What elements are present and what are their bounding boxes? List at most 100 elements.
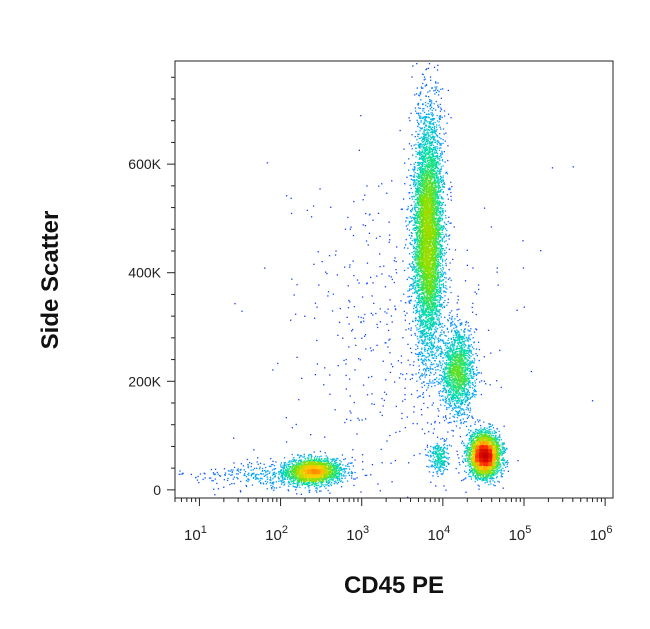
scatter-point bbox=[474, 382, 477, 384]
scatter-point bbox=[440, 460, 443, 463]
scatter-point bbox=[292, 483, 294, 485]
scatter-point bbox=[324, 367, 326, 369]
scatter-point bbox=[499, 449, 501, 452]
scatter-point bbox=[418, 328, 420, 330]
scatter-point bbox=[506, 448, 508, 450]
scatter-point bbox=[461, 347, 463, 349]
scatter-point bbox=[438, 445, 440, 447]
scatter-point bbox=[415, 221, 417, 224]
scatter-point bbox=[437, 467, 439, 469]
scatter-point bbox=[351, 456, 353, 459]
scatter-point bbox=[422, 103, 424, 105]
scatter-point bbox=[432, 475, 434, 477]
scatter-point bbox=[418, 204, 421, 207]
scatter-point bbox=[453, 389, 455, 391]
scatter-point bbox=[416, 297, 418, 299]
scatter-point bbox=[419, 116, 421, 118]
scatter-point bbox=[432, 141, 434, 143]
scatter-point bbox=[320, 455, 322, 457]
scatter-point bbox=[429, 314, 432, 316]
scatter-point bbox=[432, 118, 434, 120]
scatter-point bbox=[390, 315, 393, 317]
scatter-point bbox=[437, 197, 439, 199]
scatter-point bbox=[467, 377, 469, 380]
scatter-point bbox=[441, 333, 443, 335]
scatter-point bbox=[409, 184, 411, 186]
scatter-point bbox=[283, 466, 285, 468]
scatter-point bbox=[423, 160, 425, 162]
scatter-point bbox=[451, 318, 453, 321]
scatter-point bbox=[469, 407, 472, 409]
scatter-point bbox=[420, 296, 422, 299]
scatter-point bbox=[429, 312, 432, 314]
scatter-point bbox=[443, 456, 446, 458]
scatter-point bbox=[432, 152, 434, 154]
scatter-point bbox=[425, 320, 427, 323]
scatter-point bbox=[431, 123, 434, 125]
scatter-point bbox=[438, 323, 441, 325]
scatter-point bbox=[416, 245, 418, 248]
scatter-point bbox=[473, 389, 475, 392]
scatter-point bbox=[443, 452, 445, 454]
scatter-point bbox=[439, 469, 441, 471]
scatter-point bbox=[459, 341, 461, 343]
scatter-point bbox=[284, 478, 286, 480]
scatter-point bbox=[375, 237, 378, 239]
scatter-point bbox=[337, 472, 340, 474]
scatter-point bbox=[502, 442, 505, 444]
scatter-point bbox=[445, 281, 447, 283]
scatter-point bbox=[422, 341, 424, 343]
scatter-point bbox=[447, 320, 449, 322]
scatter-point bbox=[464, 371, 466, 374]
scatter-point bbox=[462, 461, 464, 464]
scatter-point bbox=[463, 362, 465, 364]
scatter-point bbox=[416, 237, 418, 239]
scatter-point bbox=[439, 136, 441, 139]
scatter-point bbox=[440, 355, 442, 358]
scatter-point bbox=[427, 67, 430, 69]
scatter-point bbox=[252, 469, 254, 471]
scatter-point bbox=[318, 284, 320, 286]
scatter-point bbox=[198, 482, 200, 484]
scatter-point bbox=[429, 337, 431, 339]
scatter-point bbox=[413, 182, 415, 184]
scatter-point bbox=[444, 249, 446, 251]
scatter-point bbox=[255, 478, 257, 480]
scatter-point bbox=[408, 169, 410, 171]
scatter-point bbox=[330, 477, 333, 479]
scatter-point bbox=[435, 195, 437, 197]
scatter-point bbox=[421, 414, 423, 416]
scatter-point bbox=[484, 427, 486, 429]
scatter-point bbox=[325, 460, 327, 463]
scatter-point bbox=[416, 380, 418, 382]
scatter-point bbox=[411, 269, 413, 272]
scatter-point bbox=[379, 490, 381, 492]
scatter-point bbox=[445, 381, 448, 383]
scatter-point bbox=[478, 372, 480, 374]
scatter-point bbox=[432, 458, 434, 460]
scatter-point bbox=[336, 470, 338, 472]
scatter-point bbox=[417, 188, 419, 190]
scatter-point bbox=[447, 386, 449, 388]
scatter-point bbox=[418, 204, 420, 206]
scatter-point bbox=[284, 476, 286, 478]
scatter-point bbox=[442, 437, 444, 439]
scatter-point bbox=[473, 348, 475, 350]
scatter-point bbox=[445, 258, 447, 260]
scatter-point bbox=[302, 456, 304, 458]
scatter-point bbox=[459, 419, 462, 422]
scatter-point bbox=[444, 387, 446, 389]
scatter-point bbox=[470, 476, 472, 478]
scatter-point bbox=[408, 117, 410, 119]
scatter-point bbox=[318, 458, 320, 460]
scatter-point bbox=[412, 268, 414, 271]
scatter-point bbox=[460, 352, 462, 354]
scatter-point bbox=[498, 430, 500, 432]
scatter-point bbox=[455, 325, 457, 327]
scatter-point bbox=[430, 148, 432, 150]
scatter-point bbox=[414, 267, 416, 269]
scatter-point bbox=[336, 274, 338, 276]
scatter-point bbox=[457, 394, 459, 397]
scatter-point bbox=[330, 482, 333, 484]
scatter-point bbox=[339, 478, 341, 481]
